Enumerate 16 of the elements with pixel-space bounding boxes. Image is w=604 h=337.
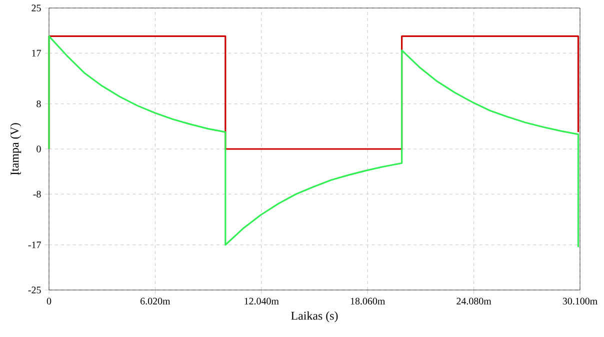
x-tick-label: 0: [46, 298, 52, 304]
x-tick-label: 6.020m: [140, 298, 170, 305]
y-tick-label: 17: [32, 50, 41, 56]
x-tick-label: 18.060m: [350, 298, 386, 305]
x-tick-label: 12.040m: [244, 298, 279, 305]
y-tick-label: -8: [33, 190, 41, 198]
x-axis-title: Laikas (s): [291, 311, 338, 322]
y-tick-label: 8: [36, 100, 41, 108]
y-tick-label: 0: [36, 146, 41, 152]
y-tick-label: -17: [28, 242, 41, 248]
x-tick-label: 30.100m: [562, 298, 598, 305]
x-tick-label: 24.080m: [456, 298, 492, 305]
y-axis-title: Įtampa (V): [10, 123, 22, 175]
y-tick-label: -25: [28, 286, 41, 294]
y-tick-label: 25: [32, 4, 41, 12]
line-series: [48, 35, 580, 248]
